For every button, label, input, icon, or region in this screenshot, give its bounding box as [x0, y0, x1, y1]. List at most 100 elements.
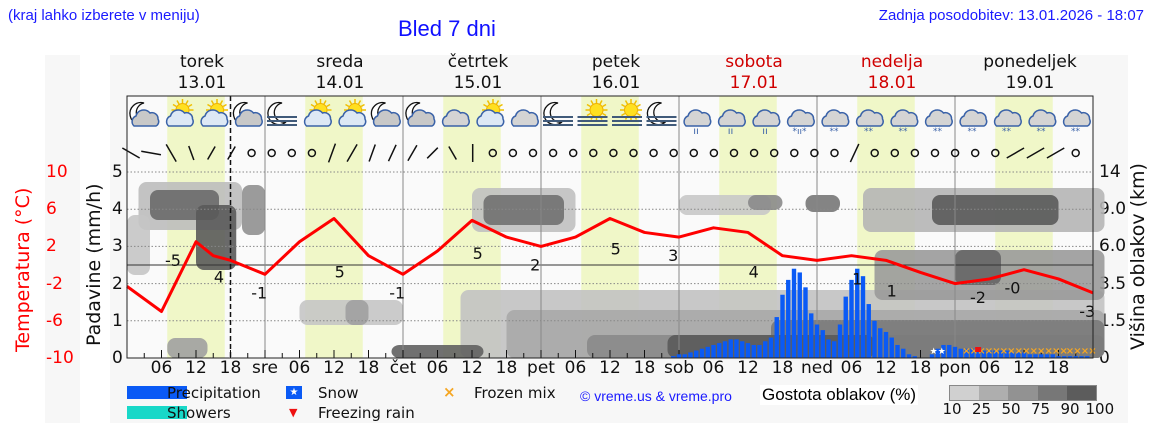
svg-text:×: × — [992, 346, 1000, 357]
x-tick: 18 — [633, 358, 656, 378]
cloud-height-tick: 0 — [1099, 348, 1110, 368]
chart-frame — [126, 95, 1094, 359]
x-tick: 18 — [909, 358, 932, 378]
day-header: nedelja 18.01 — [832, 52, 952, 94]
svg-text:★★: ★★ — [930, 347, 946, 357]
x-tick: 06 — [564, 358, 587, 378]
x-tick: 12 — [461, 358, 483, 378]
svg-text:1: 1 — [852, 269, 862, 288]
svg-text:×: × — [970, 346, 978, 357]
day-header: petek 16.01 — [556, 52, 676, 94]
density-tick: 25 — [971, 400, 992, 418]
svg-text:ıı: ıı — [693, 126, 699, 137]
x-tick: pon — [939, 358, 971, 378]
x-tick: 12 — [737, 358, 759, 378]
x-tick: sob — [663, 358, 695, 378]
location-hint: (kraj lahko izberete v meniju) — [8, 7, 200, 24]
cloud-height-tick: 3.5 — [1099, 273, 1127, 294]
svg-text:×: × — [985, 346, 993, 357]
page-title: Bled 7 dni — [398, 16, 496, 41]
legend-snow: Snow — [318, 384, 359, 402]
svg-text:×: × — [1022, 346, 1030, 357]
svg-text:×: × — [1081, 346, 1089, 357]
x-tick: 12 — [875, 358, 897, 378]
density-tick: 50 — [1001, 400, 1021, 418]
day-date: 19.01 — [1005, 73, 1055, 93]
day-name: sobota — [725, 52, 783, 72]
day-name: sreda — [316, 52, 364, 72]
density-tick: 10 — [942, 400, 962, 418]
svg-text:**: ** — [1071, 127, 1081, 137]
svg-text:×: × — [1030, 346, 1038, 357]
svg-text:×: × — [1037, 346, 1045, 357]
svg-text:-1: -1 — [251, 283, 267, 302]
precipitation-bars — [671, 268, 1090, 358]
day-name: ponedeljek — [983, 52, 1077, 72]
precip-tick: 1 — [112, 310, 123, 331]
x-tick: 12 — [1013, 358, 1035, 378]
svg-text:2: 2 — [530, 255, 540, 274]
svg-text:**: ** — [830, 127, 840, 137]
svg-text:×: × — [1088, 346, 1096, 357]
x-tick: ned — [800, 358, 834, 378]
svg-text:×: × — [962, 346, 970, 357]
svg-text:1: 1 — [887, 281, 897, 300]
svg-text:**: ** — [899, 127, 909, 137]
svg-text:-2: -2 — [970, 288, 986, 307]
svg-text:**: ** — [1037, 127, 1047, 137]
temperature-line — [126, 217, 1094, 313]
density-tick: 75 — [1030, 400, 1051, 418]
precip-tick: 2 — [112, 273, 123, 294]
legend-showers: Showers — [167, 404, 231, 422]
svg-text:*ıı*: *ıı* — [792, 127, 807, 137]
svg-text:×: × — [977, 346, 985, 357]
x-tick: 06 — [840, 358, 863, 378]
legend-swatch-showers — [127, 406, 187, 419]
day-date: 13.01 — [177, 73, 227, 93]
temp-axis-panel — [45, 55, 80, 423]
svg-text:5: 5 — [335, 263, 345, 282]
svg-text:×: × — [1059, 346, 1067, 357]
legend-freezing-rain: Freezing rain — [318, 404, 415, 422]
day-name: četrtek — [447, 52, 509, 72]
day-name: torek — [180, 52, 224, 72]
x-tick: 12 — [185, 358, 207, 378]
precip-type-symbols: × × × × × × × × × × × × × ×× × × ×★★ — [930, 346, 1097, 357]
precip-tick: 5 — [112, 162, 123, 182]
svg-text:-0: -0 — [1005, 279, 1021, 298]
x-tick: 18 — [771, 358, 794, 378]
day-date: 18.01 — [867, 73, 917, 93]
day-date: 15.01 — [453, 73, 503, 93]
temperature-labels: -5 4 -1 5 -1 5 2 5 3 4 1 1 -2 -0 -3 — [165, 239, 1095, 320]
day-header: torek 13.01 — [142, 52, 262, 94]
day-header: ponedeljek 19.01 — [970, 52, 1090, 94]
x-tick: čet — [389, 358, 417, 378]
svg-text:4: 4 — [749, 263, 759, 282]
temp-tick: -2 — [46, 273, 63, 294]
legend-precipitation: Precipitation — [167, 384, 261, 402]
day-name: petek — [591, 52, 641, 72]
x-tick: 06 — [426, 358, 449, 378]
x-tick: 06 — [150, 358, 173, 378]
precip-tick: 0 — [112, 348, 123, 368]
svg-text:**: ** — [933, 127, 943, 137]
svg-text:-5: -5 — [165, 251, 181, 270]
svg-text:**: ** — [864, 127, 874, 137]
x-tick: pet — [527, 358, 555, 378]
x-tick: 18 — [357, 358, 380, 378]
freezing-rain-icon: ▼ — [289, 406, 298, 419]
svg-text:×: × — [1000, 346, 1008, 357]
svg-text:×: × — [1007, 346, 1015, 357]
temp-tick: -6 — [46, 310, 63, 331]
svg-text:×: × — [1045, 346, 1053, 357]
precip-tick: 4 — [112, 199, 123, 220]
temp-tick: 2 — [46, 236, 57, 257]
svg-text:×: × — [1052, 346, 1060, 357]
svg-text:×: × — [1015, 346, 1023, 357]
temp-tick: -10 — [46, 348, 74, 368]
copyright-link[interactable]: © vreme.us & vreme.pro — [580, 388, 732, 404]
day-header: sobota 17.01 — [694, 52, 814, 94]
x-tick: 06 — [978, 358, 1001, 378]
cloud-density-scale — [949, 385, 1097, 401]
